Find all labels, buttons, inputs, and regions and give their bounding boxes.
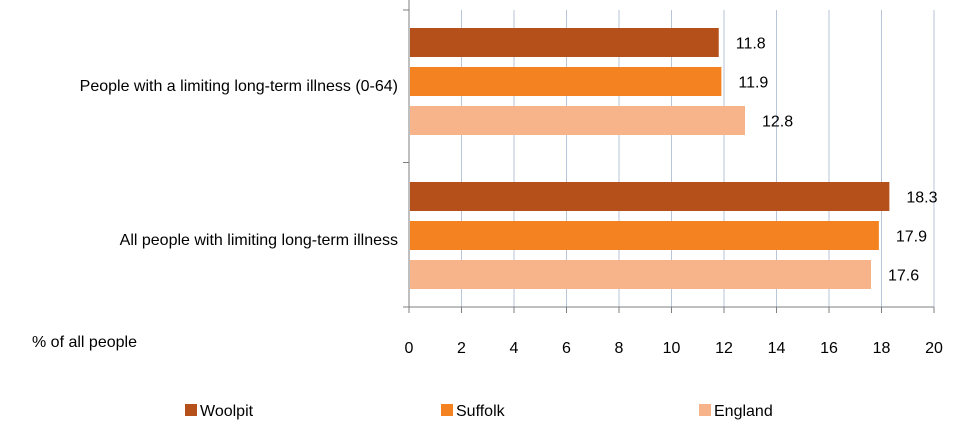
x-tick-label: 0 <box>405 340 414 357</box>
category-label: People with a limiting long-term illness… <box>80 78 398 95</box>
x-axis-label: % of all people <box>32 334 137 351</box>
bar <box>410 221 879 250</box>
category-labels: People with a limiting long-term illness… <box>80 78 398 249</box>
legend-entry: Suffolk <box>456 403 506 420</box>
x-tick-label: 12 <box>715 340 733 357</box>
bar-value-label: 11.8 <box>736 36 766 53</box>
x-tick-label: 2 <box>457 340 466 357</box>
bar-value-label: 11.9 <box>738 75 768 92</box>
legend-entry: Woolpit <box>200 403 254 420</box>
gridlines <box>461 10 935 307</box>
x-tick-label: 10 <box>663 340 681 357</box>
bars <box>410 28 890 289</box>
x-tick-label: 18 <box>873 340 891 357</box>
bar <box>410 67 722 96</box>
bar <box>410 28 719 57</box>
legend-swatch <box>185 404 197 416</box>
bar-value-label: 17.9 <box>896 229 927 246</box>
bar-value-label: 18.3 <box>906 190 937 207</box>
bar <box>410 106 745 135</box>
x-tick-label: 8 <box>615 340 624 357</box>
x-tick-label: 14 <box>768 340 786 357</box>
bar <box>410 260 871 289</box>
x-tick-label: 6 <box>562 340 571 357</box>
axes: 0 2 4 6 8 10 12 14 16 18 20 <box>403 0 943 357</box>
bar <box>410 182 890 211</box>
legend-entry: England <box>714 403 773 420</box>
legend-swatch <box>699 404 711 416</box>
legend-swatch <box>441 404 453 416</box>
bar-value-label: 17.6 <box>888 268 919 285</box>
category-label: All people with limiting long-term illne… <box>120 232 398 249</box>
x-tick-label: 4 <box>510 340 519 357</box>
bar-value-label: 12.8 <box>762 114 793 131</box>
legend: Woolpit Suffolk England <box>185 403 773 420</box>
x-tick-label: 20 <box>925 340 943 357</box>
x-tick-label: 16 <box>820 340 838 357</box>
value-labels: 11.8 11.9 12.8 18.3 17.9 17.6 <box>736 36 938 285</box>
